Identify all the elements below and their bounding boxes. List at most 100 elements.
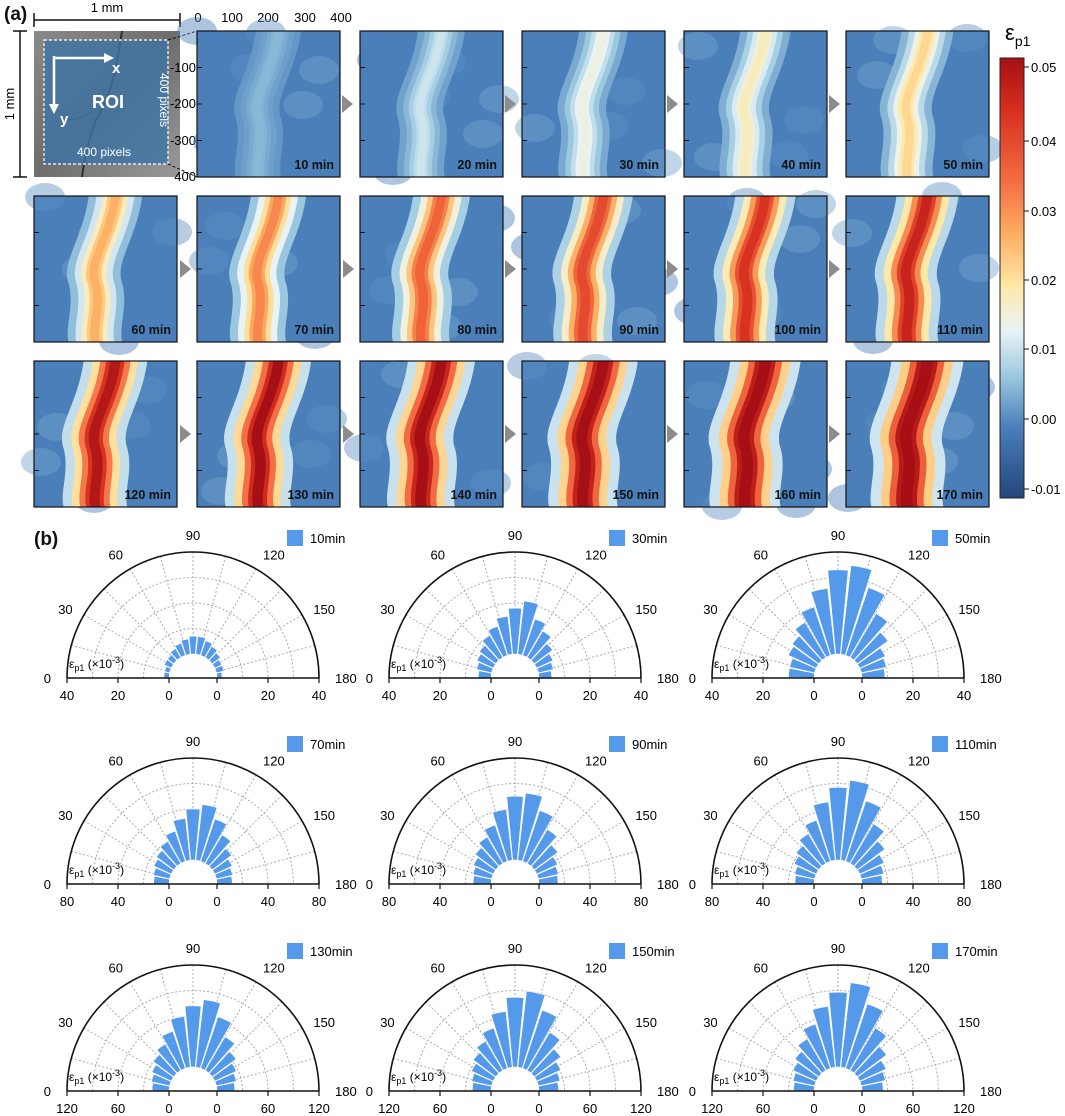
polar-outer-arc (388, 551, 642, 679)
polar-bar (522, 1009, 558, 1071)
polar-angle-label: 30 (58, 602, 72, 617)
polar-angle-label: 0 (44, 1084, 51, 1099)
polar-angle-label: 0 (366, 1084, 373, 1099)
polar-angle-label: 180 (980, 877, 1002, 892)
polar-bar (857, 647, 886, 669)
polar-chart: 40 20 0 0 20 40 0 30 60 90 120 150 180 εp1 (×10-3) 50m… (689, 528, 1002, 703)
polar-radial-tick-label: 20 (583, 688, 597, 703)
polar-radial-tick-label: 40 (583, 894, 597, 909)
polar-legend-label: 50min (955, 531, 990, 546)
colorbar-scale (999, 57, 1025, 499)
polar-angle-label: 30 (703, 1015, 717, 1030)
polar-grid-ring (117, 602, 269, 679)
colorbar-tick-label: 0.00 (1031, 412, 1056, 427)
polar-angle-label: 120 (263, 754, 285, 769)
polar-grid-spoke (849, 568, 902, 658)
polar-angle-label: 60 (109, 548, 123, 563)
frame-arrow (667, 95, 678, 113)
polar-angle-label: 0 (366, 877, 373, 892)
polar-angle-label: 120 (585, 961, 607, 976)
roi-axis-x: x (112, 60, 121, 77)
polar-radial-tick-label: 0 (487, 894, 494, 909)
polar-radial-tick-label: 40 (60, 688, 74, 703)
polar-bar (195, 999, 221, 1069)
polar-legend-label: 110min (955, 737, 997, 752)
polar-bar (156, 1043, 182, 1074)
polar-grid-spoke (849, 981, 902, 1071)
panel-b-label: (b) (34, 529, 58, 550)
polar-angle-label: 90 (831, 941, 845, 956)
polar-bar (153, 867, 172, 880)
polar-grid-spoke (393, 644, 492, 673)
polar-bar (212, 858, 233, 875)
polar-angle-label: 180 (657, 671, 679, 686)
polar-outer-arc (711, 551, 965, 679)
polar-radial-tick-label: 60 (906, 1101, 920, 1116)
polar-radial-tick-label: 0 (858, 688, 865, 703)
zoom-line-top (167, 30, 198, 41)
polar-grid-spoke (129, 568, 182, 658)
polar-bar (174, 642, 186, 658)
polar-radial-tick-label: 80 (634, 894, 648, 909)
polar-angle-label: 30 (380, 808, 394, 823)
frame-time-label: 120 min (124, 488, 171, 502)
polar-grid-spoke (451, 774, 504, 864)
polar-angle-label: 150 (635, 808, 657, 823)
polar-radial-tick-label: 40 (705, 688, 719, 703)
polar-chart: 120 60 0 0 60 120 0 30 60 90 120 150 180 εp1 (×10-3) 1… (689, 941, 1002, 1116)
polar-grid-spoke (451, 568, 504, 658)
scale-bar-y: 1 mm (2, 30, 27, 178)
polar-bar (526, 1031, 561, 1074)
polar-angle-label: 120 (585, 548, 607, 563)
polar-angle-label: 180 (657, 877, 679, 892)
polar-chart: 120 60 0 0 60 120 0 30 60 90 120 150 180 εp1 (×10-3) 1… (366, 941, 679, 1116)
polar-bar (476, 653, 496, 669)
polar-outer-arc (66, 551, 320, 679)
polar-legend-label: 170min (955, 944, 998, 959)
frame-arrow (343, 425, 354, 443)
polar-bar (151, 1064, 174, 1082)
polar-grid-spoke (538, 644, 637, 673)
polar-bar (472, 1052, 500, 1078)
polar-radial-tick-label: 20 (261, 688, 275, 703)
polar-angle-label: 120 (908, 961, 930, 976)
polar-radial-tick-label: 120 (56, 1101, 78, 1116)
roi-height-label: 400 pixels (157, 73, 171, 127)
polar-bar (530, 844, 559, 871)
frame-arrow (505, 95, 516, 113)
polar-bar (478, 644, 500, 665)
polar-radial-axis-title: εp1 (×10-3) (714, 655, 769, 673)
polar-angle-label: 0 (44, 671, 51, 686)
polar-legend-label: 130min (310, 944, 353, 959)
polar-bar (152, 1054, 178, 1078)
polar-outer-arc (388, 757, 642, 885)
polar-bar (487, 625, 508, 658)
strain-frame: 80 min (359, 195, 515, 343)
frame-arrow (180, 425, 191, 443)
frame-time-label: 50 min (943, 158, 983, 172)
polar-radial-tick-label: 40 (312, 688, 326, 703)
scale-bar-x: 1 mm (33, 0, 181, 27)
strain-frame: 10 min (177, 17, 341, 178)
roi-image: x y ROI 400 pixels 400 pixels (34, 30, 180, 178)
polar-radial-tick-label: 40 (634, 688, 648, 703)
polar-bar (859, 864, 885, 880)
polar-bar (853, 840, 886, 871)
frame-left-axis: -100 -200 -300 400 (170, 60, 196, 184)
polar-bar (853, 631, 889, 665)
polar-radial-tick-label: 120 (378, 1101, 400, 1116)
frame-arrow (829, 260, 840, 278)
polar-bar (165, 830, 186, 864)
left-tick-3: 400 (174, 169, 196, 184)
frame-arrow (180, 260, 191, 278)
frame-time-label: 150 min (612, 488, 659, 502)
polar-bar (471, 1072, 494, 1087)
polar-angle-label: 90 (186, 528, 200, 543)
polar-chart: 120 60 0 0 60 120 0 30 60 90 120 150 180 εp1 (×10-3) 1… (44, 941, 357, 1116)
polar-angle-label: 60 (754, 754, 768, 769)
polar-grid-ring (439, 602, 591, 679)
strain-frame: 170 min (828, 360, 995, 512)
frame-time-label: 10 min (294, 158, 334, 172)
polar-radial-tick-label: 20 (906, 688, 920, 703)
polar-grid-spoke (71, 850, 170, 879)
